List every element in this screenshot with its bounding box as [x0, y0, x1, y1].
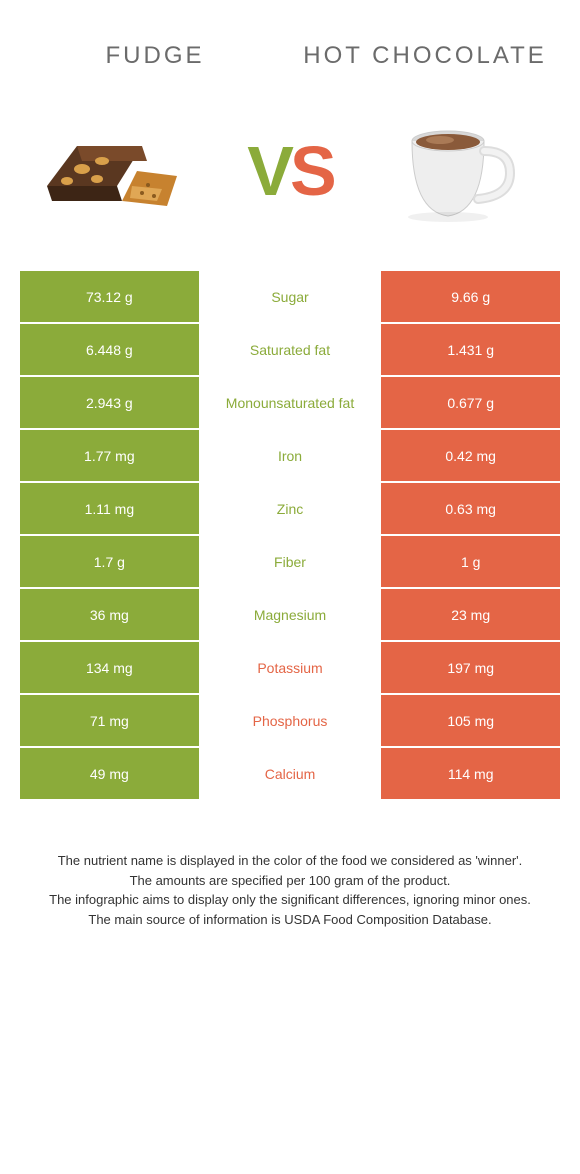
right-value: 0.42 mg: [381, 430, 560, 481]
left-value: 73.12 g: [20, 271, 199, 322]
right-value: 0.63 mg: [381, 483, 560, 534]
footnotes: The nutrient name is displayed in the co…: [20, 801, 560, 969]
nutrient-label: Magnesium: [201, 589, 380, 640]
right-value: 23 mg: [381, 589, 560, 640]
right-value: 0.677 g: [381, 377, 560, 428]
right-food-title: HOT CHOCOLATE: [290, 40, 560, 71]
left-value: 49 mg: [20, 748, 199, 799]
right-value: 1 g: [381, 536, 560, 587]
left-value: 1.11 mg: [20, 483, 199, 534]
left-value: 1.77 mg: [20, 430, 199, 481]
nutrient-row: 1.77 mgIron0.42 mg: [20, 430, 560, 481]
vs-label: VS: [247, 131, 332, 211]
right-value: 197 mg: [381, 642, 560, 693]
footnote-line: The infographic aims to display only the…: [40, 890, 540, 910]
title-row: FUDGE HOT CHOCOLATE: [20, 0, 560, 91]
left-value: 71 mg: [20, 695, 199, 746]
hero-row: VS: [20, 91, 560, 271]
nutrient-label: Zinc: [201, 483, 380, 534]
nutrient-row: 71 mgPhosphorus105 mg: [20, 695, 560, 746]
left-value: 36 mg: [20, 589, 199, 640]
nutrient-row: 1.7 gFiber1 g: [20, 536, 560, 587]
left-food-title: FUDGE: [20, 40, 290, 71]
nutrient-row: 134 mgPotassium197 mg: [20, 642, 560, 693]
right-value: 114 mg: [381, 748, 560, 799]
footnote-line: The nutrient name is displayed in the co…: [40, 851, 540, 871]
nutrient-label: Calcium: [201, 748, 380, 799]
nutrient-row: 36 mgMagnesium23 mg: [20, 589, 560, 640]
right-value: 9.66 g: [381, 271, 560, 322]
nutrient-row: 49 mgCalcium114 mg: [20, 748, 560, 799]
mug-icon: [398, 111, 518, 231]
fudge-icon: [42, 116, 202, 226]
nutrient-row: 2.943 gMonounsaturated fat0.677 g: [20, 377, 560, 428]
footnote-line: The main source of information is USDA F…: [40, 910, 540, 930]
nutrient-label: Iron: [201, 430, 380, 481]
nutrient-row: 1.11 mgZinc0.63 mg: [20, 483, 560, 534]
nutrient-row: 73.12 gSugar9.66 g: [20, 271, 560, 322]
nutrient-table: 73.12 gSugar9.66 g6.448 gSaturated fat1.…: [20, 271, 560, 799]
nutrient-label: Potassium: [201, 642, 380, 693]
infographic-container: FUDGE HOT CHOCOLATE: [0, 0, 580, 969]
nutrient-label: Saturated fat: [201, 324, 380, 375]
nutrient-row: 6.448 gSaturated fat1.431 g: [20, 324, 560, 375]
nutrient-label: Phosphorus: [201, 695, 380, 746]
vs-s: S: [290, 132, 333, 210]
nutrient-label: Monounsaturated fat: [201, 377, 380, 428]
nutrient-label: Sugar: [201, 271, 380, 322]
left-value: 134 mg: [20, 642, 199, 693]
hot-chocolate-image: [378, 111, 538, 231]
fudge-image: [42, 111, 202, 231]
left-value: 1.7 g: [20, 536, 199, 587]
left-value: 2.943 g: [20, 377, 199, 428]
nutrient-label: Fiber: [201, 536, 380, 587]
vs-v: V: [247, 132, 290, 210]
footnote-line: The amounts are specified per 100 gram o…: [40, 871, 540, 891]
right-value: 105 mg: [381, 695, 560, 746]
right-value: 1.431 g: [381, 324, 560, 375]
left-value: 6.448 g: [20, 324, 199, 375]
